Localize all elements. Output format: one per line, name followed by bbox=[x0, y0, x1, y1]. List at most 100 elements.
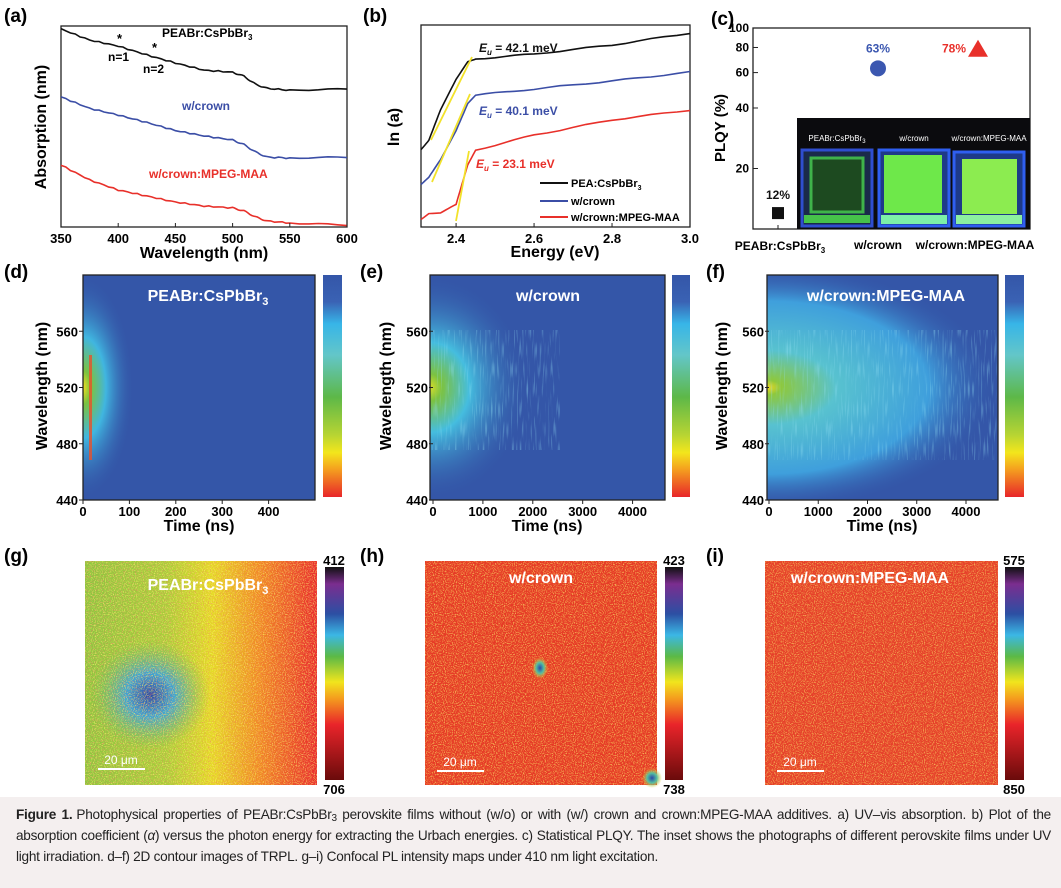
series-label-crown-mpeg: w/crown:MPEG-MAA bbox=[148, 167, 268, 181]
fit-line bbox=[431, 93, 471, 183]
trpl-noise bbox=[767, 330, 998, 460]
pl-map-noise bbox=[85, 561, 317, 785]
inset-label-crown-mpeg: w/crown:MPEG-MAA bbox=[950, 134, 1027, 143]
colorbar-min: 850 bbox=[1003, 782, 1025, 797]
panel-h-confocal: w/crown 20 μm 423 738 bbox=[425, 553, 685, 797]
caption-text: perovskite films without (w/o) or with (… bbox=[16, 807, 1051, 843]
value-label: 63% bbox=[866, 41, 890, 55]
colorbar-min: 738 bbox=[663, 782, 685, 797]
x-tick-label: 2000 bbox=[853, 504, 882, 519]
corner-spot bbox=[642, 768, 662, 788]
inset-photo: PEABr:CsPbBr3 w/crown w/crown:MPEG-MAA bbox=[797, 118, 1030, 229]
x-axis-label: Energy (eV) bbox=[511, 244, 600, 261]
y-tick-label: 560 bbox=[56, 324, 78, 339]
y-tick-label: 480 bbox=[742, 437, 764, 452]
colorbar bbox=[665, 567, 683, 780]
x-tick-label: 3.0 bbox=[681, 231, 699, 246]
legend: PEA:CsPbBr3 w/crown w/crown:MPEG-MAA bbox=[540, 178, 680, 224]
urbach-label-crown: Eu = 40.1 meV bbox=[479, 104, 558, 120]
y-tick-label: 20 bbox=[736, 161, 750, 175]
y-tick-label: 440 bbox=[56, 493, 78, 508]
panel-c-plqy: 20 40 60 80 100 PLQY (%) PEABr:CsPbBr3 w/cro… bbox=[712, 21, 1035, 255]
x-tick-label: 4000 bbox=[618, 504, 647, 519]
panel-label-h: (h) bbox=[360, 546, 384, 567]
pl-map-noise bbox=[765, 561, 998, 785]
y-tick-label: 480 bbox=[56, 437, 78, 452]
film-glow bbox=[809, 156, 865, 214]
map-title: w/crown:MPEG-MAA bbox=[790, 570, 950, 587]
category-label: w/crown bbox=[853, 238, 902, 252]
y-tick-label: 440 bbox=[406, 493, 428, 508]
colorbar-max: 412 bbox=[323, 553, 345, 568]
x-tick-label: 500 bbox=[222, 231, 244, 246]
x-tick-label: 4000 bbox=[952, 504, 981, 519]
urbach-fit-lines bbox=[430, 56, 473, 222]
data-point-circle bbox=[870, 60, 886, 77]
figure-caption: Figure 1. Photophysical properties of PEA… bbox=[0, 797, 1061, 888]
legend-label: w/crown:MPEG-MAA bbox=[570, 212, 680, 224]
y-axis-label: Absorption (nm) bbox=[33, 65, 50, 189]
scale-bar-label: 20 μm bbox=[443, 755, 477, 769]
y-tick-label: 480 bbox=[406, 437, 428, 452]
panel-label-d: (d) bbox=[4, 262, 28, 283]
category-label: PEABr:CsPbBr3 bbox=[735, 239, 826, 255]
series-label-pristine: PEABr:CsPbBr3 bbox=[162, 26, 253, 42]
panel-label-b: (b) bbox=[363, 6, 387, 27]
colorbar bbox=[672, 275, 690, 497]
y-tick-label: 520 bbox=[406, 381, 428, 396]
x-tick-label: 2.4 bbox=[447, 231, 466, 246]
y-axis-label: Wavelength (nm) bbox=[34, 322, 51, 450]
legend-label: w/crown bbox=[570, 196, 615, 208]
x-tick-label: 450 bbox=[165, 231, 187, 246]
y-tick-label: 520 bbox=[742, 381, 764, 396]
panel-label-i: (i) bbox=[706, 546, 724, 567]
map-title: w/crown bbox=[508, 570, 573, 587]
colorbar bbox=[323, 275, 342, 497]
value-label: 12% bbox=[766, 188, 790, 202]
y-axis-label: PLQY (%) bbox=[712, 94, 729, 162]
y-axis-label: Wavelength (nm) bbox=[378, 322, 395, 450]
figure: (a) (b) (c) (d) (e) (f) (g) (h) (i) 350 4… bbox=[4, 6, 1035, 797]
series-line bbox=[60, 164, 348, 227]
x-tick-label: 300 bbox=[211, 504, 233, 519]
y-axis-label: Wavelength (nm) bbox=[714, 322, 731, 450]
trpl-noise bbox=[430, 330, 560, 450]
y-tick-label: 560 bbox=[406, 324, 428, 339]
map-title: PEABr:CsPbBr3 bbox=[148, 288, 269, 308]
y-tick-label: 80 bbox=[736, 40, 750, 54]
colorbar-min: 706 bbox=[323, 782, 345, 797]
map-title: w/crown bbox=[515, 288, 580, 305]
x-tick-label: 2000 bbox=[518, 504, 547, 519]
panel-i-confocal: w/crown:MPEG-MAA 20 μm 575 850 bbox=[765, 553, 1025, 797]
x-tick-label: 1000 bbox=[468, 504, 497, 519]
colorbar bbox=[1005, 567, 1024, 780]
colorbar bbox=[325, 567, 344, 780]
x-tick-label: 3000 bbox=[568, 504, 597, 519]
series-line bbox=[60, 96, 348, 160]
x-tick-label: 0 bbox=[79, 504, 86, 519]
y-tick-label: 100 bbox=[729, 21, 749, 35]
n2-label: n=2 bbox=[143, 62, 164, 76]
panel-b-urbach: 2.4 2.6 2.8 3.0 Energy (eV) ln (a) Eu = 42.… bbox=[386, 24, 699, 261]
caption-subscript: 3 bbox=[331, 813, 337, 824]
x-axis-label: Time (ns) bbox=[847, 518, 918, 535]
x-tick-label: 1000 bbox=[804, 504, 833, 519]
legend-label: PEA:CsPbBr3 bbox=[571, 178, 642, 192]
x-tick-label: 100 bbox=[119, 504, 141, 519]
trpl-emission bbox=[83, 275, 315, 500]
y-tick-label: 520 bbox=[56, 381, 78, 396]
scale-bar-label: 20 μm bbox=[104, 753, 138, 767]
y-tick-label: 440 bbox=[742, 493, 764, 508]
map-title: w/crown:MPEG-MAA bbox=[806, 288, 966, 305]
x-tick-label: 2.8 bbox=[603, 231, 621, 246]
film-edge bbox=[956, 215, 1022, 224]
urbach-label-pristine: Eu = 42.1 meV bbox=[479, 41, 558, 57]
series-label-crown: w/crown bbox=[181, 99, 230, 113]
panel-f-trpl: w/crown:MPEG-MAA 0 1000 2000 3000 4000 440 480… bbox=[714, 274, 1024, 535]
caption-text: Photophysical properties of PEABr:CsPbBr bbox=[76, 807, 332, 822]
data-point-square bbox=[772, 207, 784, 220]
category-label: w/crown:MPEG-MAA bbox=[915, 238, 1035, 252]
panel-g-confocal: PEABr:CsPbBr3 20 μm 412 706 bbox=[85, 553, 345, 797]
y-tick-label: 40 bbox=[736, 101, 750, 115]
value-label: 78% bbox=[942, 42, 966, 56]
